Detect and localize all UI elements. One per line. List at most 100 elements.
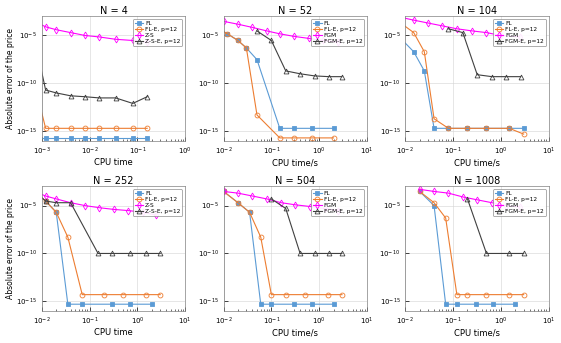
FL-E, p=12 bbox=[520, 293, 527, 297]
Line: Z-S: Z-S bbox=[32, 189, 159, 217]
FL-E, p=12 bbox=[291, 136, 297, 140]
Legend: FL, FL-E, p=12, Z-S, Z-S-E, p=12: FL, FL-E, p=12, Z-S, Z-S-E, p=12 bbox=[133, 19, 182, 46]
FL-E, p=12 bbox=[254, 113, 260, 117]
FGM bbox=[397, 15, 404, 19]
Z-S-E, p=12 bbox=[67, 94, 74, 98]
Z-S-E, p=12 bbox=[142, 251, 149, 256]
FGM-E, p=12 bbox=[268, 197, 275, 201]
Z-S bbox=[125, 209, 132, 213]
FL-E, p=12 bbox=[243, 46, 250, 50]
FL-E, p=12 bbox=[53, 126, 59, 130]
FL-E, p=12 bbox=[224, 32, 231, 36]
FL bbox=[42, 136, 49, 140]
FGM-E, p=12 bbox=[339, 251, 346, 256]
Z-S-E, p=12 bbox=[109, 251, 116, 256]
FL-E, p=12 bbox=[309, 136, 315, 140]
Z-S-E, p=12 bbox=[82, 95, 89, 99]
FGM bbox=[234, 191, 241, 195]
Z-S-E, p=12 bbox=[42, 88, 49, 92]
FL-E, p=12 bbox=[416, 189, 423, 193]
Z-S-E, p=12 bbox=[31, 189, 38, 193]
FGM bbox=[498, 33, 504, 37]
FL-E, p=12 bbox=[506, 293, 513, 297]
FGM bbox=[410, 18, 417, 22]
FL-E, p=12 bbox=[246, 210, 253, 214]
FL-E, p=12 bbox=[157, 293, 164, 297]
Line: FGM-E, p=12: FGM-E, p=12 bbox=[255, 28, 344, 79]
FGM bbox=[416, 187, 423, 191]
X-axis label: CPU time: CPU time bbox=[94, 329, 133, 338]
FGM-E, p=12 bbox=[311, 251, 318, 256]
FL bbox=[31, 136, 38, 140]
Title: N = 252: N = 252 bbox=[93, 176, 134, 186]
FGM-E, p=12 bbox=[339, 74, 346, 79]
Z-S-E, p=12 bbox=[95, 251, 102, 256]
FL bbox=[112, 136, 119, 140]
FL-E, p=12 bbox=[96, 126, 103, 130]
FGM-E, p=12 bbox=[520, 251, 527, 256]
FL-E, p=12 bbox=[277, 136, 283, 140]
Line: FL-E, p=12: FL-E, p=12 bbox=[207, 21, 336, 140]
FL-E, p=12 bbox=[234, 201, 241, 205]
FGM-E, p=12 bbox=[311, 74, 318, 78]
Z-S bbox=[42, 194, 49, 198]
FGM bbox=[292, 203, 299, 207]
Z-S bbox=[42, 25, 49, 29]
FL bbox=[330, 126, 337, 130]
FL bbox=[31, 189, 38, 193]
FGM bbox=[321, 206, 328, 211]
FL-E, p=12 bbox=[464, 293, 471, 297]
Z-S bbox=[144, 40, 150, 44]
FGM bbox=[220, 189, 227, 193]
FL bbox=[397, 36, 404, 40]
FL bbox=[421, 69, 427, 73]
Z-S bbox=[53, 197, 59, 201]
Line: FL-E, p=12: FL-E, p=12 bbox=[32, 81, 150, 131]
FL bbox=[520, 126, 527, 130]
Z-S-E, p=12 bbox=[96, 96, 103, 100]
FL-E, p=12 bbox=[268, 293, 275, 297]
Z-S bbox=[82, 203, 89, 208]
FL bbox=[464, 126, 471, 130]
FGM bbox=[277, 32, 283, 36]
FL bbox=[431, 126, 438, 130]
Line: FL-E, p=12: FL-E, p=12 bbox=[398, 21, 526, 137]
FGM bbox=[278, 201, 284, 205]
FL bbox=[149, 302, 155, 306]
FL bbox=[234, 201, 241, 205]
FL-E, p=12 bbox=[234, 38, 241, 43]
FGM bbox=[425, 21, 431, 25]
FGM bbox=[249, 25, 256, 29]
FGM-E, p=12 bbox=[282, 206, 289, 211]
FL bbox=[65, 302, 71, 306]
FL-E, p=12 bbox=[65, 235, 71, 239]
FGM-E, p=12 bbox=[325, 251, 332, 256]
FL bbox=[220, 189, 227, 193]
FL bbox=[246, 210, 253, 214]
X-axis label: CPU time/s: CPU time/s bbox=[272, 158, 318, 167]
FGM-E, p=12 bbox=[297, 251, 304, 256]
FL-E, p=12 bbox=[397, 21, 404, 25]
FGM bbox=[459, 195, 466, 199]
Line: FGM: FGM bbox=[207, 15, 341, 45]
FGM bbox=[517, 35, 523, 39]
FL bbox=[79, 302, 86, 306]
Line: FGM-E, p=12: FGM-E, p=12 bbox=[269, 197, 344, 256]
FL bbox=[82, 136, 89, 140]
Z-S bbox=[111, 207, 117, 211]
Z-S bbox=[82, 33, 89, 37]
FL-E, p=12 bbox=[421, 50, 427, 54]
FL-E, p=12 bbox=[464, 126, 471, 130]
Title: N = 104: N = 104 bbox=[457, 5, 497, 15]
FL bbox=[490, 302, 497, 306]
FL bbox=[53, 136, 59, 140]
Line: FL: FL bbox=[398, 36, 526, 131]
Line: FL-E, p=12: FL-E, p=12 bbox=[417, 189, 526, 297]
FL bbox=[512, 302, 518, 306]
FL bbox=[309, 126, 315, 130]
FGM bbox=[320, 38, 327, 43]
FL-E, p=12 bbox=[31, 81, 38, 85]
Line: FL: FL bbox=[207, 21, 336, 131]
Z-S-E, p=12 bbox=[53, 91, 59, 95]
FL bbox=[277, 126, 283, 130]
